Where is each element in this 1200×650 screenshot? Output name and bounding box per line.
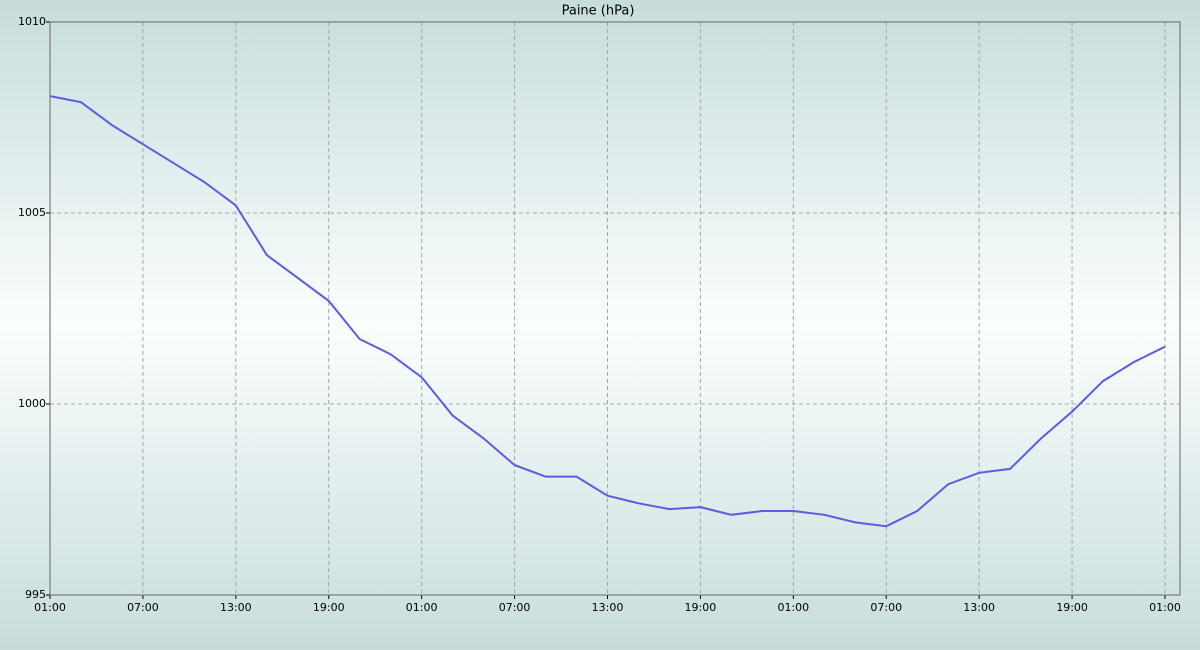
- data-line: [49, 95, 1166, 528]
- x-tick-label: 07:00: [870, 601, 902, 614]
- x-tick-label: 19:00: [313, 601, 345, 614]
- x-tick-label: 01:00: [34, 601, 66, 614]
- x-tick-label: 13:00: [220, 601, 252, 614]
- x-tick-label: 01:00: [777, 601, 809, 614]
- x-tick-label: 01:00: [406, 601, 438, 614]
- y-tick-label: 1010: [18, 15, 46, 28]
- x-tick-label: 07:00: [127, 601, 159, 614]
- x-tick-label: 13:00: [963, 601, 995, 614]
- x-tick-label: 01:00: [1149, 601, 1181, 614]
- y-tick-label: 995: [25, 588, 46, 601]
- x-tick-label: 07:00: [499, 601, 531, 614]
- y-tick-label: 1000: [18, 397, 46, 410]
- chart-title: Paine (hPa): [562, 4, 635, 19]
- x-tick-label: 13:00: [592, 601, 624, 614]
- x-tick-label: 19:00: [1056, 601, 1088, 614]
- y-tick-label: 1005: [18, 206, 46, 219]
- plot-frame: [49, 21, 1181, 596]
- x-tick-label: 19:00: [685, 601, 717, 614]
